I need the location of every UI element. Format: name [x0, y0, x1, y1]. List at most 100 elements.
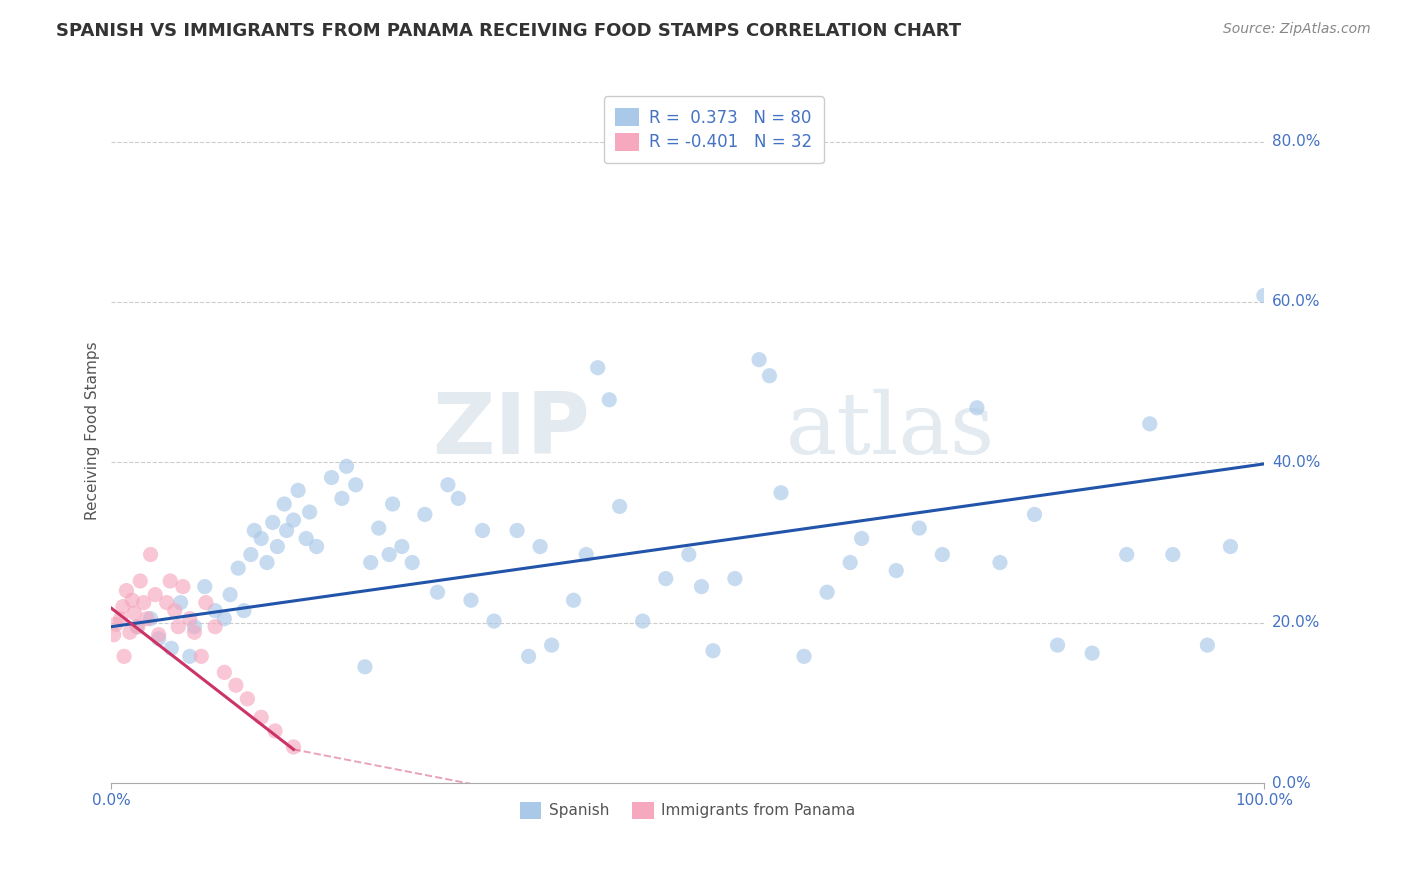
Point — [264, 723, 287, 738]
Point — [287, 483, 309, 498]
Point — [575, 548, 598, 562]
Point — [298, 505, 321, 519]
Point — [1115, 548, 1137, 562]
Point — [793, 649, 815, 664]
Point — [276, 524, 298, 538]
Point — [283, 739, 305, 754]
Legend: Spanish, Immigrants from Panama: Spanish, Immigrants from Panama — [513, 796, 862, 825]
Point — [124, 606, 146, 620]
Point — [172, 580, 194, 594]
Point — [125, 620, 148, 634]
Point — [183, 625, 205, 640]
Point — [482, 614, 505, 628]
Point — [105, 617, 128, 632]
Text: 20.0%: 20.0% — [1272, 615, 1320, 630]
Point — [540, 638, 562, 652]
Point — [243, 524, 266, 538]
Point — [305, 540, 328, 554]
Point — [690, 580, 713, 594]
Point — [283, 513, 305, 527]
Point — [143, 588, 166, 602]
Text: 80.0%: 80.0% — [1272, 134, 1320, 149]
Point — [360, 556, 382, 570]
Point — [239, 548, 262, 562]
Point — [139, 612, 162, 626]
Point — [159, 574, 181, 588]
Point — [966, 401, 988, 415]
Text: 60.0%: 60.0% — [1272, 294, 1320, 310]
Point — [163, 604, 186, 618]
Point — [815, 585, 838, 599]
Point — [655, 572, 678, 586]
Point — [111, 599, 134, 614]
Point — [266, 540, 288, 554]
Point — [460, 593, 482, 607]
Point — [179, 612, 201, 626]
Point — [204, 604, 226, 618]
Text: 40.0%: 40.0% — [1272, 455, 1320, 470]
Point — [214, 665, 236, 680]
Point — [139, 548, 162, 562]
Point — [413, 508, 436, 522]
Point — [183, 620, 205, 634]
Point — [256, 556, 278, 570]
Point — [724, 572, 747, 586]
Point — [517, 649, 540, 664]
Point — [839, 556, 862, 570]
Point — [1219, 540, 1241, 554]
Point — [204, 620, 226, 634]
Point — [330, 491, 353, 506]
Point — [169, 596, 191, 610]
Y-axis label: Receiving Food Stamps: Receiving Food Stamps — [86, 341, 100, 519]
Point — [769, 485, 792, 500]
Point — [121, 593, 143, 607]
Point — [908, 521, 931, 535]
Point — [262, 516, 284, 530]
Point — [103, 628, 125, 642]
Point — [471, 524, 494, 538]
Point — [194, 596, 217, 610]
Point — [378, 548, 401, 562]
Point — [118, 625, 141, 640]
Point — [110, 612, 132, 626]
Point — [127, 620, 149, 634]
Text: SPANISH VS IMMIGRANTS FROM PANAMA RECEIVING FOOD STAMPS CORRELATION CHART: SPANISH VS IMMIGRANTS FROM PANAMA RECEIV… — [56, 22, 962, 40]
Point — [381, 497, 404, 511]
Point — [148, 628, 170, 642]
Point — [335, 459, 357, 474]
Point — [250, 532, 273, 546]
Point — [236, 691, 259, 706]
Point — [702, 644, 724, 658]
Point — [988, 556, 1011, 570]
Point — [529, 540, 551, 554]
Point — [344, 477, 367, 491]
Point — [609, 500, 631, 514]
Point — [1161, 548, 1184, 562]
Point — [179, 649, 201, 664]
Point — [401, 556, 423, 570]
Point — [1253, 288, 1275, 302]
Point — [160, 641, 183, 656]
Point — [214, 612, 236, 626]
Point — [132, 596, 155, 610]
Point — [321, 470, 343, 484]
Point — [194, 580, 217, 594]
Point — [447, 491, 470, 506]
Point — [354, 660, 377, 674]
Point — [1139, 417, 1161, 431]
Point — [598, 392, 620, 407]
Point — [426, 585, 449, 599]
Point — [678, 548, 700, 562]
Point — [250, 710, 273, 724]
Text: ZIP: ZIP — [432, 389, 589, 472]
Point — [1197, 638, 1219, 652]
Point — [219, 588, 242, 602]
Point — [631, 614, 654, 628]
Point — [851, 532, 873, 546]
Point — [1046, 638, 1069, 652]
Point — [506, 524, 529, 538]
Point — [884, 564, 907, 578]
Point — [136, 612, 159, 626]
Point — [391, 540, 413, 554]
Text: atlas: atlas — [786, 389, 994, 472]
